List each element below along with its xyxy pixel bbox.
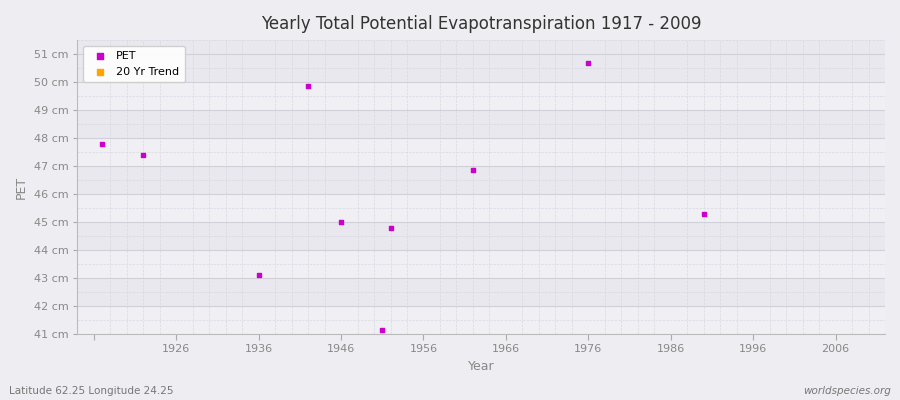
Text: worldspecies.org: worldspecies.org — [803, 386, 891, 396]
Legend: PET, 20 Yr Trend: PET, 20 Yr Trend — [83, 46, 184, 82]
PET — [94, 140, 109, 147]
Bar — [77, 166, 885, 194]
PET — [334, 219, 348, 225]
Text: Latitude 62.25 Longitude 24.25: Latitude 62.25 Longitude 24.25 — [9, 386, 174, 396]
Bar — [77, 222, 885, 250]
Title: Yearly Total Potential Evapotranspiration 1917 - 2009: Yearly Total Potential Evapotranspiratio… — [261, 15, 701, 33]
PET — [301, 83, 315, 90]
X-axis label: Year: Year — [468, 360, 494, 373]
Bar — [77, 138, 885, 166]
PET — [697, 210, 711, 217]
Bar — [77, 278, 885, 306]
PET — [136, 152, 150, 158]
PET — [465, 167, 480, 174]
PET — [581, 59, 596, 66]
Bar — [77, 306, 885, 334]
Bar — [77, 54, 885, 82]
Bar — [77, 250, 885, 278]
Bar — [77, 82, 885, 110]
Bar — [77, 194, 885, 222]
PET — [251, 272, 266, 278]
PET — [383, 224, 398, 231]
Bar — [77, 110, 885, 138]
Y-axis label: PET: PET — [15, 176, 28, 199]
PET — [375, 327, 390, 333]
